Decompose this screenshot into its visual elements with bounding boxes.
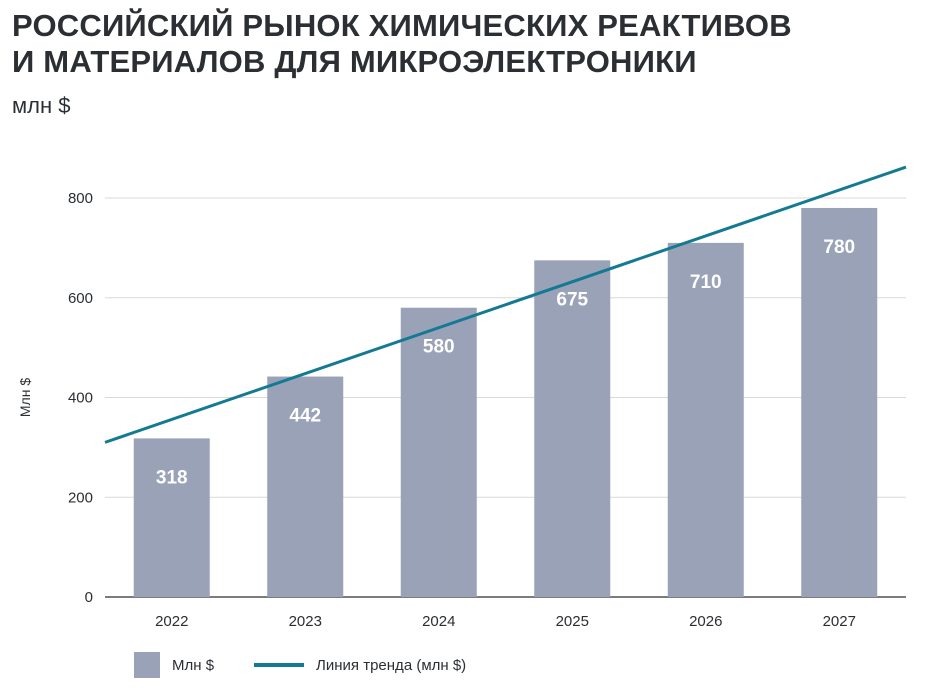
y-tick-label: 800 — [68, 190, 93, 207]
x-tick-label: 2023 — [289, 613, 322, 630]
legend: Млн $ Линия тренда (млн $) — [134, 652, 466, 678]
bar-value-label: 710 — [690, 272, 722, 293]
grid-lines — [105, 197, 906, 598]
bar — [400, 307, 477, 597]
bar-value-label: 318 — [156, 467, 188, 488]
chart-title-line-2: И МАТЕРИАЛОВ ДЛЯ МИКРОЭЛЕКТРОНИКИ — [12, 44, 697, 79]
bar-value-label: 442 — [289, 406, 321, 427]
trend-line — [104, 165, 907, 444]
bar-value-label: 675 — [556, 289, 588, 310]
bars — [133, 207, 878, 597]
legend-trend-swatch — [254, 663, 305, 667]
bar — [534, 260, 611, 597]
y-tick-label: 600 — [68, 290, 93, 307]
x-axis-ticks: 2022 2023 2024 2025 2026 2027 — [155, 613, 856, 630]
y-tick-label: 0 — [85, 589, 93, 606]
x-tick-label: 2025 — [556, 613, 589, 630]
x-tick-label: 2026 — [689, 613, 722, 630]
bar — [133, 438, 210, 597]
y-axis-label: Млн $ — [17, 378, 33, 417]
y-axis-ticks: 0 200 400 600 800 — [68, 190, 93, 606]
y-tick-label: 400 — [68, 390, 93, 407]
bar — [667, 242, 744, 597]
bar-value-label: 780 — [823, 237, 855, 258]
bar-labels: 318 442 580 675 710 780 — [156, 237, 855, 488]
legend-bar-swatch — [134, 652, 160, 678]
chart-subtitle: млн $ — [12, 93, 71, 118]
x-tick-label: 2022 — [155, 613, 188, 630]
chart-title: РОССИЙСКИЙ РЫНОК ХИМИЧЕСКИХ РЕАКТИВОВ И … — [12, 8, 792, 80]
x-tick-label: 2024 — [422, 613, 455, 630]
chart-title-line-1: РОССИЙСКИЙ РЫНОК ХИМИЧЕСКИХ РЕАКТИВОВ — [12, 8, 792, 43]
x-tick-label: 2027 — [823, 613, 856, 630]
y-tick-label: 200 — [68, 489, 93, 506]
legend-trend-label: Линия тренда (млн $) — [316, 656, 467, 674]
bar — [801, 207, 878, 597]
legend-bar-label: Млн $ — [172, 656, 215, 674]
bar — [267, 376, 344, 597]
bar-value-label: 580 — [423, 337, 455, 358]
